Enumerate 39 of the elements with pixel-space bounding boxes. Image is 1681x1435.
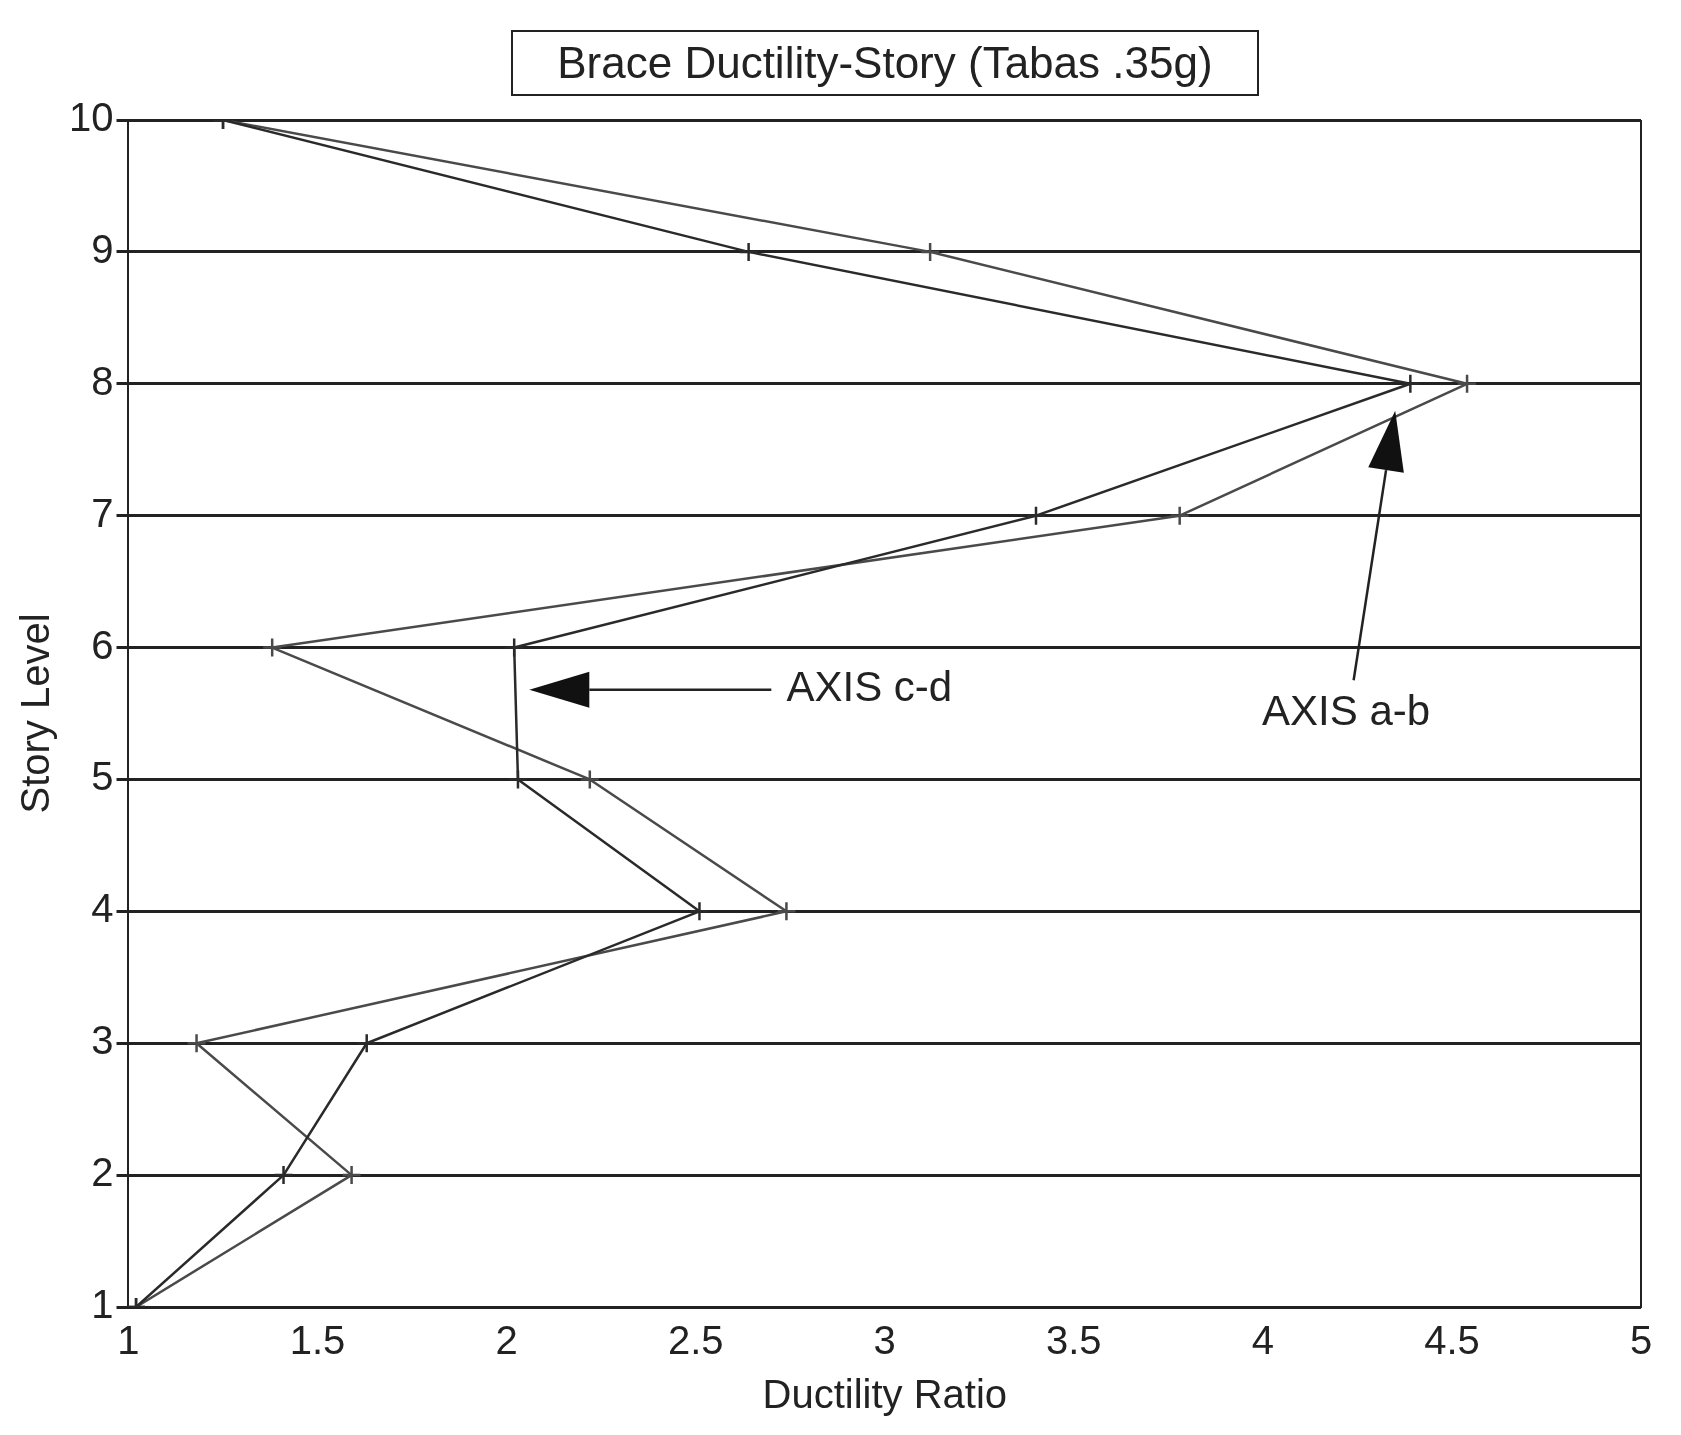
y-tick-label: 2 xyxy=(91,1150,114,1195)
point xyxy=(507,769,529,790)
y-tick-label: 6 xyxy=(91,622,114,667)
point xyxy=(689,901,710,922)
x-tick-label: 5 xyxy=(1629,1318,1653,1363)
x-axis-title: Ductility Ratio xyxy=(762,1372,1007,1417)
point xyxy=(341,1164,362,1186)
y-tick-label: 8 xyxy=(91,358,114,403)
x-tick-label: 3.5 xyxy=(1046,1318,1102,1363)
point xyxy=(776,901,797,922)
point xyxy=(186,1032,207,1054)
y-tick-label: 5 xyxy=(91,754,114,799)
y-axis-title: Story Level xyxy=(13,613,58,814)
x-tick-label: 2 xyxy=(495,1318,518,1363)
x-tick-label: 1.5 xyxy=(289,1318,346,1363)
point xyxy=(261,637,283,658)
y-tick-label: 9 xyxy=(91,226,114,271)
point xyxy=(1400,373,1421,395)
point xyxy=(1169,505,1190,526)
x-tick-label: 3 xyxy=(873,1318,896,1363)
point xyxy=(1456,373,1478,395)
chart-title: Brace Ductility-Story (Tabas .35g) xyxy=(511,30,1259,96)
point xyxy=(273,1164,294,1186)
y-tick-label: 7 xyxy=(91,490,114,535)
x-tick-label: 2.5 xyxy=(667,1318,724,1363)
point xyxy=(503,637,525,658)
annotation: AXIS a-b xyxy=(1262,687,1431,735)
y-tick-label: 4 xyxy=(91,886,114,931)
point xyxy=(1025,505,1047,526)
point xyxy=(919,241,941,263)
x-tick-label: 4 xyxy=(1251,1318,1274,1363)
annotation: AXIS c-d xyxy=(786,663,953,711)
point xyxy=(356,1032,377,1054)
point xyxy=(738,241,759,263)
y-tick-label: 10 xyxy=(68,95,114,140)
x-tick-label: 4.5 xyxy=(1424,1318,1480,1363)
y-tick-label: 1 xyxy=(91,1282,114,1327)
point xyxy=(579,769,601,790)
y-tick-label: 3 xyxy=(91,1018,114,1063)
